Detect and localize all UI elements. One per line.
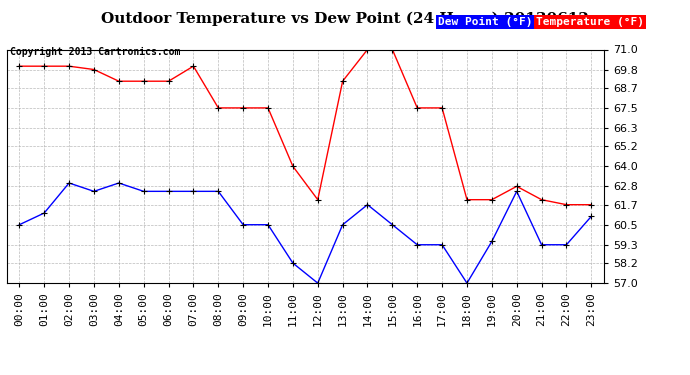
Text: Outdoor Temperature vs Dew Point (24 Hours) 20130612: Outdoor Temperature vs Dew Point (24 Hou… bbox=[101, 11, 589, 26]
Text: Copyright 2013 Cartronics.com: Copyright 2013 Cartronics.com bbox=[10, 47, 181, 57]
Text: Temperature (°F): Temperature (°F) bbox=[536, 17, 644, 27]
Text: Dew Point (°F): Dew Point (°F) bbox=[438, 17, 533, 27]
